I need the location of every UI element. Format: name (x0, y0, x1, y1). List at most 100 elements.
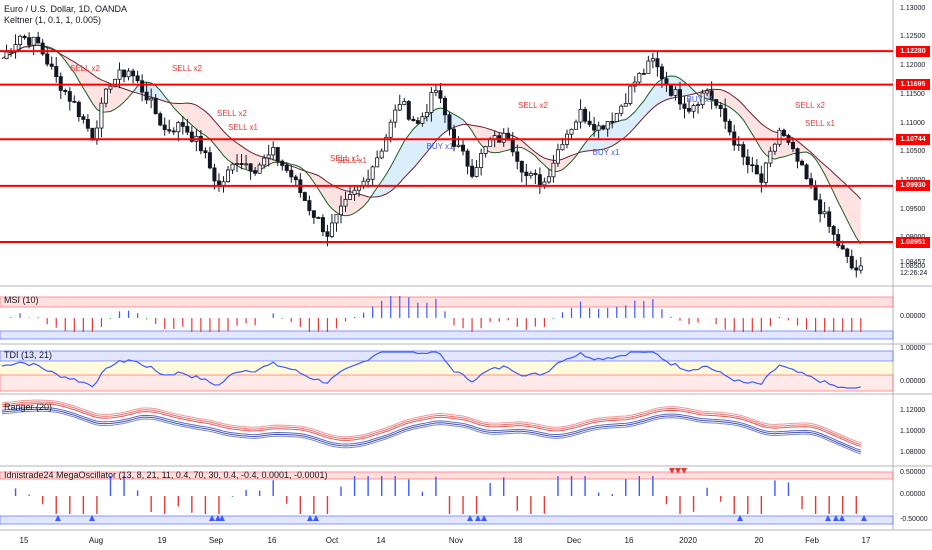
sell-signal-label: SELL x2 (518, 101, 548, 110)
price-tick-label: 1.13000 (900, 4, 926, 12)
trend-band-segment (765, 127, 771, 158)
trend-band-segment (535, 152, 540, 161)
candle-body (501, 132, 506, 143)
time-tick-label: 14 (376, 536, 386, 545)
trend-band-segment (603, 124, 608, 150)
tdi-pane-title: TDI (13, 21) (4, 350, 53, 360)
candle-body (519, 160, 524, 173)
buy-arrow-marker (307, 515, 313, 521)
candle-body (510, 139, 515, 153)
ranger-tick-label: 1.08000 (900, 449, 926, 456)
trend-band-segment (232, 139, 238, 166)
trend-band-segment (313, 173, 319, 190)
trend-band-segment (399, 141, 405, 183)
candle-body (827, 211, 832, 227)
candle-body (533, 172, 538, 176)
candle-body (804, 164, 809, 180)
time-tick-label: 16 (624, 536, 634, 545)
candle-body (777, 129, 782, 145)
candle-body (4, 51, 9, 60)
price-tick-label: 1.08500 (900, 262, 926, 270)
ranger-band-line (1, 403, 861, 447)
candle-body (257, 164, 262, 174)
candle-body (311, 210, 316, 218)
candle-body (836, 234, 841, 247)
trend-band-segment (115, 85, 120, 110)
trend-band-segment (83, 67, 88, 96)
candle-body (144, 91, 149, 101)
candle-body (402, 101, 407, 105)
tdi-tick-label: 0.00000 (900, 378, 926, 385)
msi-tick-label: 0.00000 (900, 313, 926, 320)
candle-body (85, 119, 90, 129)
trend-band-segment (404, 134, 409, 178)
candle-body (289, 170, 294, 178)
trend-band-segment (585, 137, 590, 152)
candle-body (122, 69, 127, 78)
trend-band-segment (738, 100, 744, 120)
candle-body (67, 91, 72, 102)
candle-body (185, 125, 190, 133)
trend-band-segment (151, 83, 156, 99)
trend-band-segment (408, 129, 414, 173)
sell-arrow-marker (675, 468, 681, 474)
candle-body (253, 170, 258, 174)
candle-body (406, 101, 411, 120)
candle-body (610, 121, 615, 123)
trend-band-segment (214, 120, 219, 150)
candle-body (248, 163, 253, 171)
candle-body (745, 156, 750, 166)
time-tick-label: Aug (88, 536, 104, 545)
candle-body (307, 200, 312, 212)
price-tick-label: 1.12500 (900, 33, 926, 41)
ranger-tick-label: 1.10000 (900, 428, 926, 435)
candle-body (352, 189, 357, 195)
candle-body (537, 174, 542, 186)
candle-body (338, 205, 343, 216)
trend-band-segment (327, 181, 332, 209)
candle-body (49, 63, 54, 67)
candle-body (727, 120, 732, 133)
buy-signal-label: BUY x1 (686, 95, 714, 104)
trend-band-segment (359, 194, 364, 210)
trend-band-segment (526, 144, 531, 153)
candle-body (456, 144, 461, 147)
candle-body (659, 66, 664, 80)
buy-arrow-marker (89, 515, 95, 521)
ranger-band-line (1, 399, 861, 444)
trend-band-segment (851, 190, 857, 238)
buy-arrow-marker (313, 515, 319, 521)
sell-signal-label: SELL x2 (795, 101, 825, 110)
trend-band-segment (734, 97, 739, 115)
mega-tick-label: 0.00000 (900, 491, 926, 498)
sell-arrow-marker (681, 468, 687, 474)
candle-body (687, 108, 692, 112)
candle-body (397, 104, 402, 111)
candle-body (167, 129, 172, 132)
candle-body (628, 85, 633, 104)
candle-body (275, 147, 280, 162)
time-tick-label: Feb (805, 536, 819, 545)
candle-body (262, 157, 267, 166)
candle-body (334, 214, 339, 224)
price-tick-label: 1.09500 (900, 205, 926, 213)
buy-arrow-marker (825, 515, 831, 521)
sell-signal-label: SELL x2 (70, 64, 100, 73)
candle-body (587, 120, 592, 125)
trend-band-segment (847, 185, 852, 230)
candle-body (108, 85, 113, 90)
candle-body (384, 136, 389, 152)
candle-body (302, 192, 307, 201)
buy-arrow-marker (861, 515, 867, 521)
time-tick-label: Nov (448, 536, 464, 545)
trend-band-segment (648, 87, 653, 113)
trend-band-segment (74, 61, 79, 81)
candle-body (433, 90, 438, 93)
candle-body (768, 150, 773, 164)
candle-body (822, 211, 827, 215)
candle-body (447, 114, 452, 130)
candle-body (800, 160, 805, 166)
candle-body (63, 90, 68, 92)
candle-body (420, 116, 425, 124)
